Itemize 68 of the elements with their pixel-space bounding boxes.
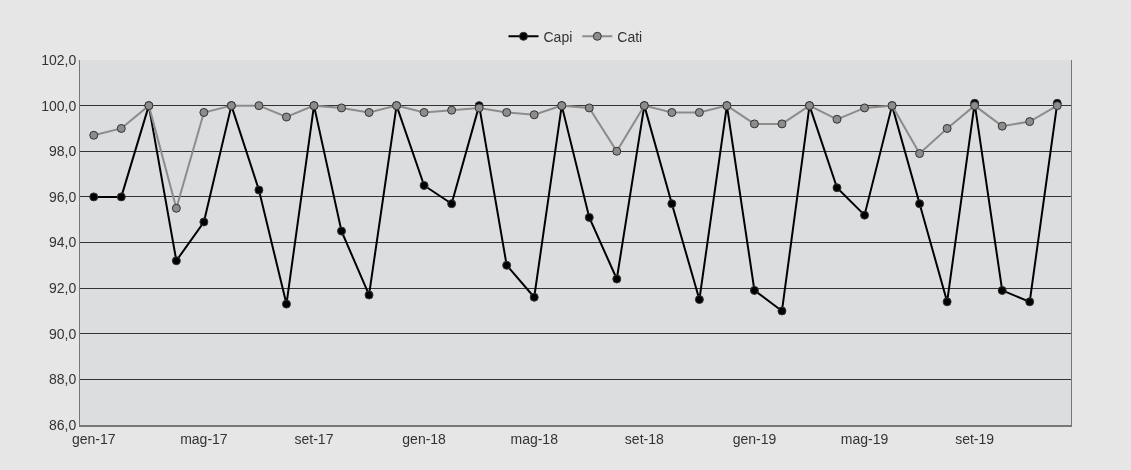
point bbox=[860, 103, 870, 113]
point bbox=[832, 183, 842, 193]
point bbox=[612, 274, 622, 284]
point bbox=[997, 121, 1007, 131]
point bbox=[89, 192, 99, 202]
y-tick-label: 94,0 bbox=[48, 234, 77, 251]
point bbox=[860, 210, 870, 220]
y-tick-label: 88,0 bbox=[48, 371, 77, 388]
point bbox=[749, 119, 759, 129]
point bbox=[447, 199, 457, 209]
point bbox=[419, 107, 429, 117]
point bbox=[254, 185, 264, 195]
point bbox=[832, 114, 842, 124]
point bbox=[915, 199, 925, 209]
x-tick-label: gen-18 bbox=[402, 430, 447, 447]
legend-label: Cati bbox=[617, 28, 643, 45]
point bbox=[337, 226, 347, 236]
x-tick-label: set-17 bbox=[294, 430, 334, 447]
y-tick-label: 96,0 bbox=[48, 188, 77, 205]
point bbox=[667, 199, 677, 209]
point bbox=[171, 256, 181, 266]
y-tick-label: 102,0 bbox=[41, 51, 77, 68]
legend-label: Capi bbox=[543, 28, 573, 45]
point bbox=[281, 112, 291, 122]
point bbox=[997, 285, 1007, 295]
y-tick-label: 100,0 bbox=[41, 97, 77, 114]
point bbox=[364, 107, 374, 117]
point bbox=[337, 103, 347, 113]
point bbox=[529, 292, 539, 302]
x-tick-label: set-19 bbox=[955, 430, 995, 447]
x-tick-label: gen-17 bbox=[71, 430, 116, 447]
x-tick-label: mag-19 bbox=[840, 430, 889, 447]
point bbox=[584, 103, 594, 113]
point bbox=[694, 295, 704, 305]
x-tick-label: mag-17 bbox=[180, 430, 228, 447]
point bbox=[1025, 117, 1035, 127]
point bbox=[942, 297, 952, 307]
point bbox=[915, 149, 925, 159]
point bbox=[942, 123, 952, 133]
point bbox=[529, 110, 539, 120]
point bbox=[612, 146, 622, 156]
point bbox=[171, 203, 181, 213]
point bbox=[667, 107, 677, 117]
point bbox=[502, 107, 512, 117]
point bbox=[199, 217, 209, 227]
point bbox=[281, 299, 291, 309]
point bbox=[1025, 297, 1035, 307]
point bbox=[199, 107, 209, 117]
y-tick-label: 98,0 bbox=[48, 143, 77, 160]
point bbox=[694, 107, 704, 117]
point bbox=[584, 212, 594, 222]
point bbox=[89, 130, 99, 140]
point bbox=[777, 306, 787, 316]
point bbox=[777, 119, 787, 129]
point bbox=[364, 290, 374, 300]
y-tick-label: 92,0 bbox=[48, 280, 77, 297]
point bbox=[447, 105, 457, 115]
point bbox=[749, 285, 759, 295]
point bbox=[419, 180, 429, 190]
point bbox=[116, 123, 126, 133]
x-tick-label: mag-18 bbox=[510, 430, 559, 447]
point bbox=[502, 260, 512, 270]
x-tick-label: set-18 bbox=[624, 430, 664, 447]
y-tick-label: 86,0 bbox=[48, 416, 77, 433]
point bbox=[116, 192, 126, 202]
x-tick-label: gen-19 bbox=[732, 430, 777, 447]
y-tick-label: 90,0 bbox=[48, 325, 77, 342]
point bbox=[254, 101, 264, 111]
